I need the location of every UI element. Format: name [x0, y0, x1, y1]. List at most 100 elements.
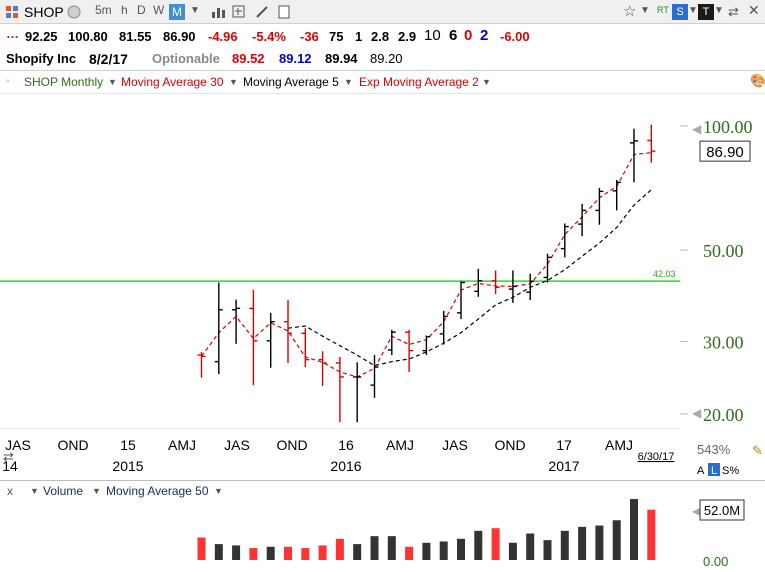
volume-bar [543, 540, 552, 560]
draw-pencil-icon[interactable] [254, 4, 270, 20]
time-axis-year-label: 2015 [112, 458, 143, 474]
volume-bar [647, 509, 656, 560]
ohlc-bar [612, 179, 621, 211]
volume-legend: x ▼ Volume ▼ Moving Average 50 ▼ [0, 480, 765, 500]
ma5-value: 89.12 [279, 51, 312, 66]
quote-date: 8/2/17 [89, 51, 128, 67]
legend-ma5-dropdown-icon[interactable]: ▼ [344, 77, 353, 87]
legend-symbol-dropdown-icon[interactable]: ▼ [108, 77, 117, 87]
legend-ma5[interactable]: Moving Average 5 [243, 75, 339, 89]
social-dropdown-icon[interactable]: ▼ [688, 5, 698, 16]
trade-dropdown-icon[interactable]: ▼ [714, 5, 724, 16]
ohlc-bar [301, 328, 310, 368]
legend-symbol-interval[interactable]: SHOP Monthly [24, 75, 104, 89]
ohlc-bar [491, 270, 500, 295]
volume-label[interactable]: Volume [43, 484, 84, 498]
volume-bar [526, 533, 535, 560]
last-price-box [699, 140, 751, 162]
bar-chart-icon[interactable] [210, 4, 226, 20]
volume-close-icon[interactable]: x [7, 484, 13, 498]
last-price-label: 86.90 [706, 144, 744, 161]
quote-change: -4.96 [208, 29, 238, 44]
volume-tick-label: 0.00 [703, 554, 728, 569]
notes-icon[interactable] [276, 4, 292, 20]
social-s-icon[interactable]: S [672, 4, 688, 20]
ma30-value: 89.52 [232, 51, 265, 66]
company-name: Shopify Inc [6, 51, 77, 66]
quote-close: 86.90 [163, 29, 196, 44]
quote-line: … 92.25 100.80 81.55 86.90 -4.96 -5.4% -… [0, 26, 765, 48]
volume-bar [439, 541, 448, 560]
volume-ma-label[interactable]: Moving Average 50 [106, 484, 209, 498]
volume-bar [457, 538, 465, 560]
legend-ma30-dropdown-icon[interactable]: ▼ [229, 77, 238, 87]
favorite-star-icon[interactable]: ☆ [623, 3, 637, 20]
interval-h[interactable]: h [121, 3, 128, 17]
ohlc-bar [214, 282, 223, 375]
last-value: 89.20 [370, 51, 403, 66]
interval-w[interactable]: W [153, 3, 165, 17]
volume-study-dropdown-icon[interactable]: ▼ [92, 486, 101, 496]
legend-ma30[interactable]: Moving Average 30 [121, 75, 224, 89]
time-axis-label: JAS [224, 437, 250, 453]
volume-bar [197, 537, 206, 560]
time-axis-label: JAS [5, 437, 31, 453]
quote-value-1: -36 [300, 29, 319, 44]
more-dots-icon[interactable]: … [6, 26, 19, 41]
ohlc-bar [630, 128, 638, 183]
ohlc-bar [387, 329, 396, 356]
volume-bar [301, 548, 310, 560]
volume-bar [405, 546, 414, 560]
quote-value-5: 2.9 [398, 29, 417, 44]
quote-value-9: 2 [480, 27, 489, 44]
scale-button-a: A [697, 465, 705, 477]
time-axis-label: AMJ [605, 437, 633, 453]
interval-m-active[interactable]: M [169, 4, 185, 20]
scale-button-l: L [711, 465, 717, 477]
time-axis-year-label: 2017 [548, 458, 579, 474]
ohlc-bar [370, 355, 379, 398]
legend-ema2-dropdown-icon[interactable]: ▼ [482, 77, 491, 87]
volume-bar [474, 530, 483, 560]
close-icon[interactable]: ✕ [748, 2, 760, 18]
quote-value-7: 6 [449, 27, 458, 44]
ohlc-bar [543, 253, 552, 283]
volume-bar [318, 545, 327, 560]
edit-pencil-icon: ✎ [752, 443, 763, 458]
volume-bar [249, 548, 258, 560]
time-axis-label: JAS [442, 437, 468, 453]
ohlc-bar [353, 362, 362, 423]
ohlc-bar [457, 281, 465, 320]
legend-ema2[interactable]: Exp Moving Average 2 [359, 75, 479, 89]
volume-bar [266, 546, 275, 560]
ohlc-bar [335, 357, 344, 423]
interval-d[interactable]: D [137, 3, 146, 17]
symbol-text[interactable]: SHOP [24, 4, 64, 20]
time-axis-label: OND [494, 437, 525, 453]
ohlc-bar [197, 351, 206, 378]
star-dropdown-icon[interactable]: ▼ [640, 5, 650, 16]
ohlc-bar [405, 329, 414, 372]
ohlc-bar [266, 312, 275, 368]
add-indicator-icon[interactable] [232, 4, 248, 20]
volume-ma-dropdown-icon[interactable]: ▼ [214, 486, 223, 496]
time-axis-label: AMJ [168, 437, 196, 453]
volume-dropdown-icon[interactable]: ▼ [30, 486, 39, 496]
palette-icon[interactable]: 🎨 [750, 73, 765, 88]
ohlc-bar [249, 289, 258, 386]
interval-dropdown-icon[interactable]: ▼ [190, 5, 200, 16]
level-line-label: 42.03 [653, 269, 676, 279]
ohlc-bar [318, 351, 327, 386]
chart-style-icon[interactable] [66, 4, 82, 20]
volume-bar [508, 542, 517, 560]
scale-button-l-bg [708, 463, 720, 476]
ohlc-bar [595, 188, 604, 225]
link-arrows-icon[interactable]: ⇄ [728, 4, 739, 19]
interval-5m[interactable]: 5m [95, 3, 112, 17]
ohlc-bar [284, 300, 292, 363]
volume-bar [370, 536, 379, 560]
price-tick-label: 20.00 [703, 405, 744, 425]
trade-t-icon[interactable]: T [698, 4, 714, 20]
layout-grid-icon[interactable] [4, 4, 20, 20]
